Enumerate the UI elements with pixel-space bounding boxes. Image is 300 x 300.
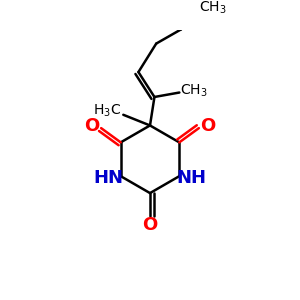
Text: CH$_3$: CH$_3$ bbox=[180, 82, 207, 99]
Text: O: O bbox=[142, 216, 158, 234]
Text: CH$_3$: CH$_3$ bbox=[200, 0, 227, 16]
Text: NH: NH bbox=[177, 169, 207, 187]
Text: HN: HN bbox=[93, 169, 123, 187]
Text: O: O bbox=[85, 117, 100, 135]
Text: O: O bbox=[200, 117, 215, 135]
Text: H$_3$C: H$_3$C bbox=[93, 103, 121, 119]
